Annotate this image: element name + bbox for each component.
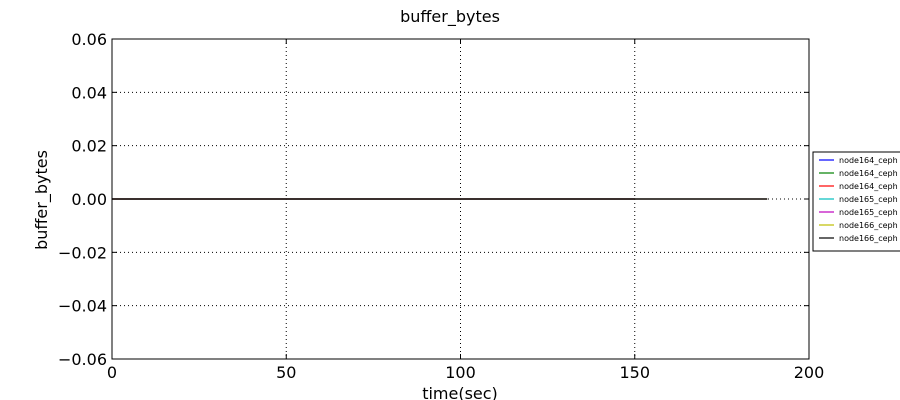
y-tick-label: −0.04: [58, 297, 107, 316]
y-tick-label: 0.02: [71, 137, 107, 156]
chart-title: buffer_bytes: [400, 7, 500, 27]
x-tick-label: 100: [445, 363, 476, 382]
y-tick-label: −0.06: [58, 350, 107, 369]
y-axis-label: buffer_bytes: [32, 150, 52, 250]
legend-label: node166_ceph: [839, 234, 898, 243]
legend-label: node165_ceph: [839, 208, 898, 217]
legend-label: node166_ceph: [839, 221, 898, 230]
x-tick-label: 200: [794, 363, 825, 382]
x-axis-label: time(sec): [422, 384, 498, 400]
ticks: 0 50 100 150 200 0.06 0.04 0.02 0.00 −0.02 −0.04 −0…: [58, 30, 824, 382]
legend-label: node164_ceph: [839, 182, 898, 191]
y-tick-label: 0.00: [71, 190, 107, 209]
x-tick-label: 0: [107, 363, 117, 382]
x-tick-label: 150: [619, 363, 650, 382]
legend-label: node165_ceph: [839, 195, 898, 204]
x-tick-label: 50: [276, 363, 296, 382]
legend: node164_ceph node164_ceph node164_cephnode…: [812, 151, 900, 252]
legend-box: [812, 151, 900, 252]
legend-label: node164_ceph: [839, 156, 898, 165]
y-tick-label: 0.06: [71, 30, 107, 49]
y-tick-label: −0.02: [58, 243, 107, 262]
y-tick-label: 0.04: [71, 83, 107, 102]
legend-label: node164_ceph: [839, 169, 898, 178]
